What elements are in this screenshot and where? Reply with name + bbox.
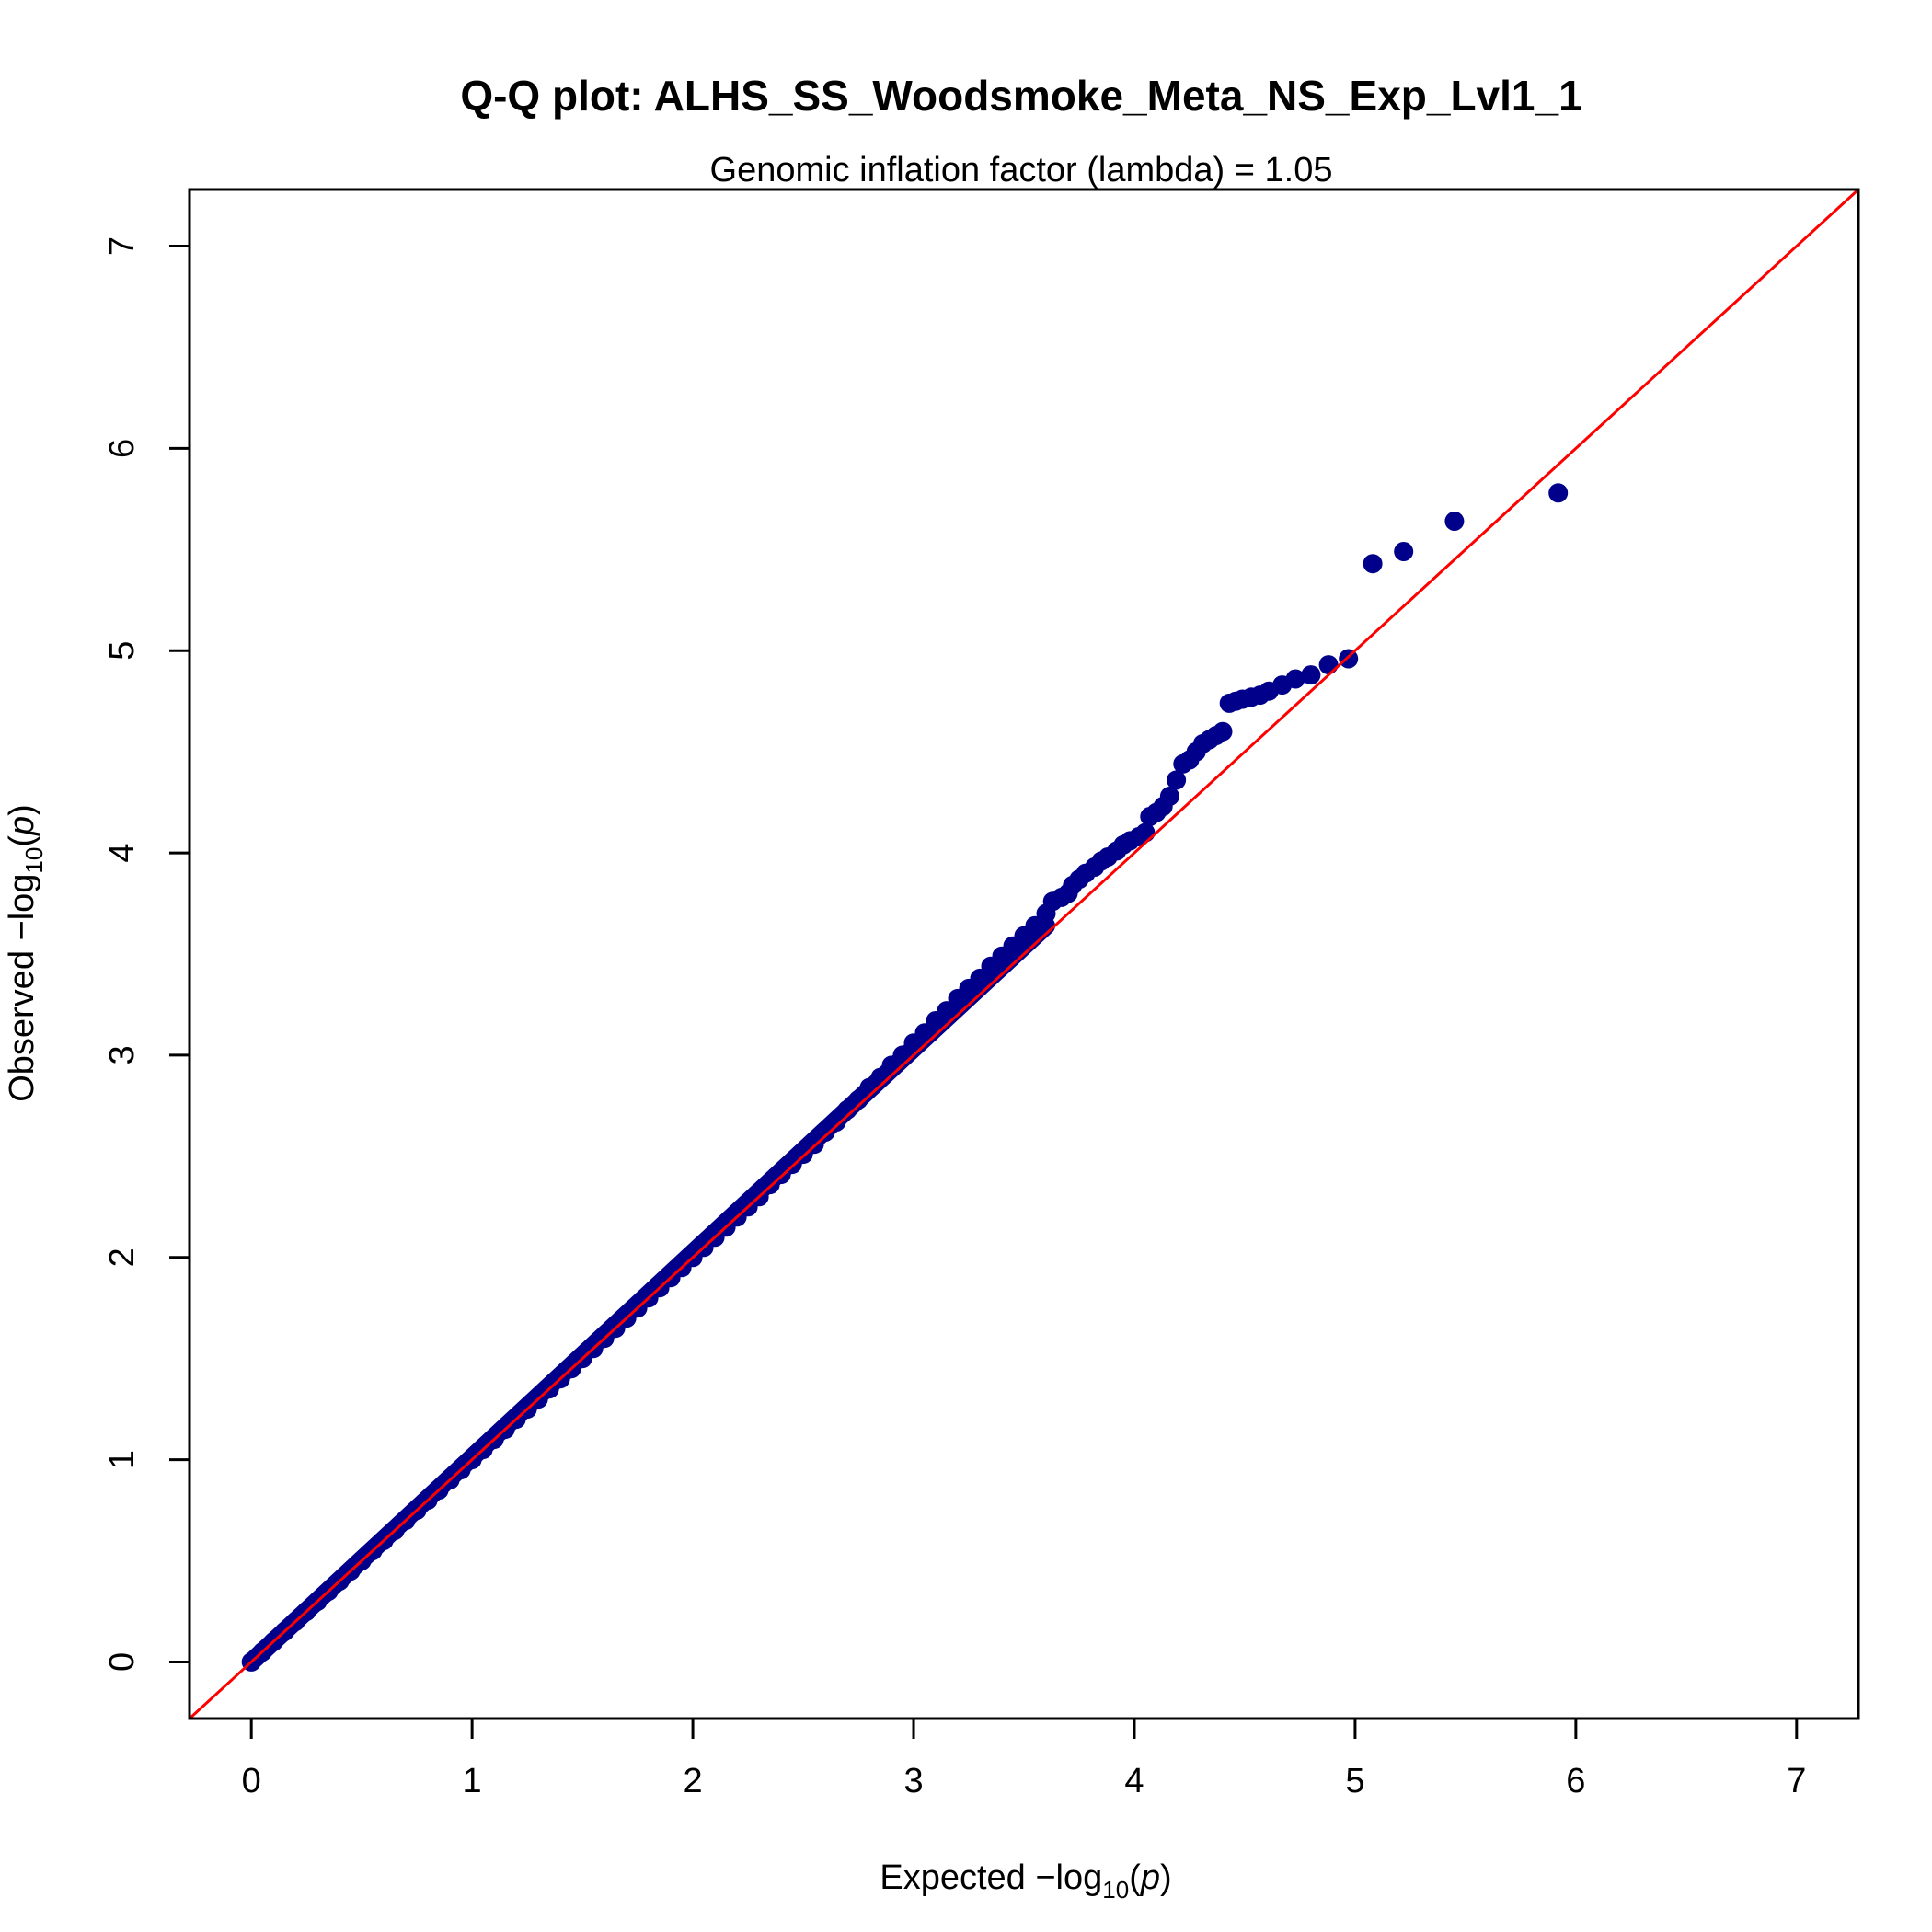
x-tick-label: 6 (1566, 1762, 1585, 1800)
plot-frame (188, 188, 1860, 1720)
x-tick-label: 1 (463, 1762, 482, 1800)
x-tick-label: 2 (684, 1762, 703, 1800)
x-tick-label: 4 (1124, 1762, 1144, 1800)
y-tick-label: 6 (103, 439, 142, 458)
data-point (1285, 669, 1305, 689)
data-point (1167, 770, 1187, 790)
x-axis-label-close: ) (1160, 1858, 1172, 1897)
data-point (1394, 542, 1414, 561)
x-tick-label: 0 (242, 1762, 261, 1800)
y-axis-label: Observed −log10(p) (3, 804, 48, 1102)
reference-line-layer (188, 188, 1860, 1720)
y-tick-label: 3 (103, 1045, 142, 1064)
data-point (1444, 512, 1465, 531)
data-point (1363, 554, 1383, 574)
x-axis-label-subscript: 10 (1102, 1876, 1129, 1903)
points-layer (241, 483, 1569, 1672)
data-point (1159, 787, 1179, 806)
reference-line (188, 188, 1860, 1720)
y-tick-label: 4 (103, 844, 142, 863)
y-tick-label: 2 (103, 1248, 142, 1267)
x-axis-label-prefix: Expected −log (880, 1858, 1102, 1897)
data-point (1318, 655, 1339, 675)
y-axis-label-subscript: 10 (20, 847, 48, 874)
y-tick-label: 0 (103, 1652, 142, 1672)
data-point (1301, 665, 1321, 685)
y-tick-label: 1 (103, 1450, 142, 1469)
y-axis-label-close: ) (3, 804, 41, 816)
y-tick-label: 5 (103, 641, 142, 661)
chart-title: Q-Q plot: ALHS_SS_Woodsmoke_Meta_NS_Exp_… (460, 72, 1581, 120)
x-axis: 0 1 2 3 4 5 6 7 (242, 1717, 1806, 1800)
x-axis-label-open: ( (1129, 1858, 1141, 1897)
y-tick-label: 7 (103, 236, 142, 256)
x-tick-label: 5 (1345, 1762, 1364, 1800)
x-axis-label: Expected −log10(p) (880, 1858, 1171, 1903)
y-axis-label-var: p (3, 816, 41, 836)
chart-subtitle: Genomic inflation factor (lambda) = 1.05 (710, 151, 1333, 190)
y-axis-label-prefix: Observed −log (3, 874, 41, 1102)
x-axis-label-var: p (1140, 1858, 1160, 1897)
y-axis: 0 1 2 3 4 5 6 7 (103, 236, 191, 1672)
x-tick-label: 3 (903, 1762, 923, 1800)
y-axis-label-open: ( (3, 835, 41, 847)
x-tick-label: 7 (1787, 1762, 1806, 1800)
data-point (1135, 822, 1156, 843)
data-point (1213, 721, 1233, 742)
data-point (1548, 483, 1569, 503)
